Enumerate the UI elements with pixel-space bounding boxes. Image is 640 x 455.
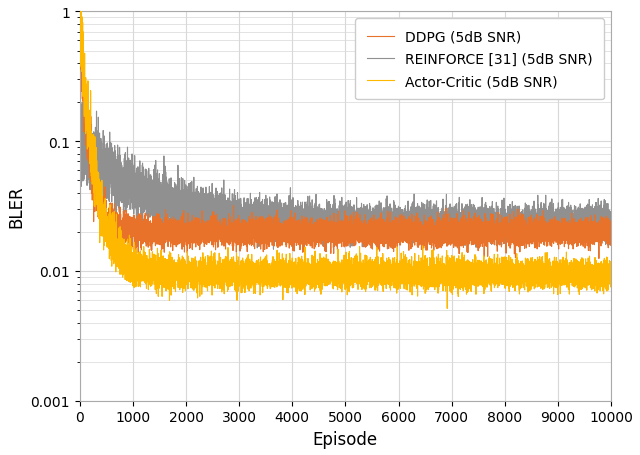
Y-axis label: BLER: BLER [7, 185, 25, 228]
DDPG (5dB SNR) [607, 234, 615, 240]
Actor-Critic (5dB SNR) [386, 269, 394, 275]
DDPG (5dB SNR) [180, 222, 188, 228]
REINFORCE [31] (5dB SNR) [269, 247, 277, 253]
DDPG (5dB SNR) [436, 218, 444, 224]
Actor-Critic (5dB SNR) [582, 262, 589, 268]
Actor-Critic (5dB SNR) [131, 257, 138, 263]
Line: REINFORCE [31] (5dB SNR): REINFORCE [31] (5dB SNR) [80, 103, 611, 250]
DDPG (5dB SNR) [582, 216, 589, 222]
DDPG (5dB SNR) [76, 0, 84, 2]
Line: Actor-Critic (5dB SNR): Actor-Critic (5dB SNR) [80, 0, 611, 308]
Actor-Critic (5dB SNR) [442, 260, 450, 265]
DDPG (5dB SNR) [76, 10, 84, 16]
Actor-Critic (5dB SNR) [444, 306, 451, 311]
Line: DDPG (5dB SNR): DDPG (5dB SNR) [80, 0, 611, 259]
Actor-Critic (5dB SNR) [436, 276, 444, 281]
X-axis label: Episode: Episode [313, 430, 378, 448]
DDPG (5dB SNR) [442, 240, 450, 245]
REINFORCE [31] (5dB SNR) [386, 202, 394, 207]
REINFORCE [31] (5dB SNR) [180, 211, 188, 216]
REINFORCE [31] (5dB SNR) [131, 190, 138, 196]
REINFORCE [31] (5dB SNR) [442, 224, 450, 229]
Legend: DDPG (5dB SNR), REINFORCE [31] (5dB SNR), Actor-Critic (5dB SNR): DDPG (5dB SNR), REINFORCE [31] (5dB SNR)… [355, 20, 604, 100]
DDPG (5dB SNR) [386, 234, 394, 239]
DDPG (5dB SNR) [595, 256, 603, 262]
REINFORCE [31] (5dB SNR) [582, 213, 589, 219]
REINFORCE [31] (5dB SNR) [78, 100, 86, 106]
REINFORCE [31] (5dB SNR) [436, 224, 444, 230]
Actor-Critic (5dB SNR) [607, 275, 615, 280]
REINFORCE [31] (5dB SNR) [607, 221, 615, 226]
REINFORCE [31] (5dB SNR) [76, 107, 84, 112]
Actor-Critic (5dB SNR) [76, 26, 84, 31]
DDPG (5dB SNR) [131, 229, 138, 234]
Actor-Critic (5dB SNR) [180, 265, 188, 270]
